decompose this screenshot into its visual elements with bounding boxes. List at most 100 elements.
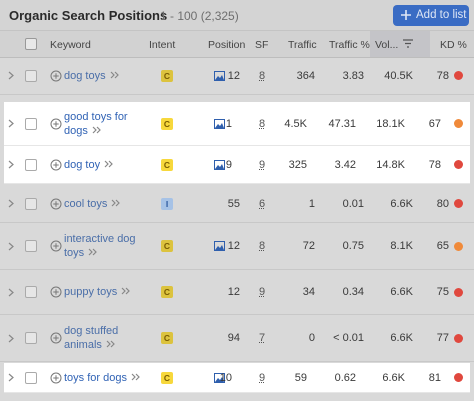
intent-cell: C bbox=[161, 223, 173, 269]
chevron-icon bbox=[8, 242, 14, 250]
checkbox-cell bbox=[25, 57, 37, 94]
keyword-text: dog toy bbox=[64, 158, 142, 172]
checkbox-cell bbox=[25, 315, 37, 361]
kd-indicator bbox=[454, 363, 463, 392]
sf-count[interactable]: 8 bbox=[259, 240, 266, 252]
table-row[interactable]: cool toys I 55 6 1 0.01 6.6K 80 bbox=[0, 185, 474, 223]
expand-chevron bbox=[8, 315, 14, 361]
serp-link-icon bbox=[121, 287, 131, 295]
table-row[interactable]: dog toy C 9 9 325 3.42 14.8K 78 bbox=[4, 146, 470, 184]
table-row[interactable]: good toys for dogs C 1 8 4.5K 47.31 18.1K 67 bbox=[4, 102, 470, 146]
table-row[interactable]: dog toys C 12 8 364 3.83 40.5K 78 bbox=[0, 57, 474, 95]
image-icon bbox=[214, 372, 225, 383]
plus-circle-icon bbox=[50, 70, 62, 81]
sf-count[interactable]: 8 bbox=[259, 117, 266, 130]
kd-dot bbox=[454, 373, 463, 382]
volume: 14.8K bbox=[376, 158, 405, 171]
keyword-link[interactable]: dog toy bbox=[64, 158, 101, 171]
position: 12 bbox=[227, 240, 240, 252]
button-label[interactable]: Add to list bbox=[416, 9, 467, 21]
sf-count[interactable]: 6 bbox=[259, 197, 266, 210]
serp-link-icon bbox=[131, 373, 140, 380]
sf-count[interactable]: 8 bbox=[259, 69, 266, 82]
traffic-percent: < 0.01 bbox=[333, 332, 364, 344]
keyword-text: puppy toys bbox=[64, 285, 142, 299]
position: 55 bbox=[227, 197, 240, 210]
row-checkbox[interactable] bbox=[25, 117, 37, 130]
kd-dot bbox=[454, 241, 463, 251]
sort-icon[interactable] bbox=[403, 39, 413, 48]
keyword-difficulty: 77 bbox=[436, 332, 449, 344]
keyword-cell: toys for dogs bbox=[64, 363, 146, 392]
row-checkbox[interactable] bbox=[25, 240, 37, 252]
traffic-percent: 3.42 bbox=[334, 158, 356, 171]
intent-badge: C bbox=[161, 332, 173, 344]
serp-feature-icon bbox=[214, 57, 225, 94]
kd-indicator bbox=[454, 185, 463, 222]
plus-circle-icon bbox=[50, 332, 62, 344]
volume: 18.1K bbox=[376, 117, 405, 130]
traffic: 364 bbox=[296, 69, 315, 82]
column-header-label: Traffic bbox=[288, 39, 317, 51]
row-checkbox[interactable] bbox=[25, 332, 37, 344]
plus-circle-icon bbox=[50, 159, 62, 170]
column-header-label: KD % bbox=[440, 39, 467, 51]
column-header-label: Vol... bbox=[375, 39, 399, 51]
keyword-link[interactable]: cool toys bbox=[64, 197, 108, 210]
checkbox-cell bbox=[25, 185, 37, 222]
keyword-link[interactable]: dog toys bbox=[64, 69, 106, 82]
column-header-label: Keyword bbox=[50, 39, 91, 51]
serp-feature-icon bbox=[214, 102, 225, 145]
traffic: 59 bbox=[294, 371, 307, 384]
keyword-text: cool toys bbox=[64, 197, 142, 211]
title: Organic Search Positions bbox=[9, 8, 168, 23]
traffic: 34 bbox=[302, 286, 315, 298]
row-checkbox[interactable] bbox=[25, 69, 37, 82]
traffic: 1 bbox=[308, 197, 315, 210]
keyword-text: dog stuffed animals bbox=[64, 324, 142, 352]
image-icon bbox=[214, 241, 225, 251]
keyword-cell: dog toys bbox=[64, 57, 146, 94]
kd-dot bbox=[454, 287, 463, 297]
add-to-list-button[interactable]: Add to list bbox=[393, 5, 469, 26]
sf-count[interactable]: 9 bbox=[259, 158, 266, 171]
add-keyword-icon bbox=[50, 223, 62, 269]
row-checkbox[interactable] bbox=[25, 371, 37, 384]
table-row[interactable]: dog stuffed animals C 94 7 0 < 0.01 6.6K 77 bbox=[0, 315, 474, 362]
add-keyword-icon bbox=[50, 57, 62, 94]
intent-badge: I bbox=[161, 197, 173, 210]
table-row[interactable]: interactive dog toys C 12 8 72 0.75 8.1K 65 bbox=[0, 223, 474, 270]
row-checkbox[interactable] bbox=[25, 197, 37, 210]
keyword-difficulty: 78 bbox=[428, 158, 441, 171]
kd-dot bbox=[454, 119, 463, 128]
intent-cell: C bbox=[161, 270, 173, 314]
position: 1 bbox=[225, 117, 232, 130]
keyword-link[interactable]: puppy toys bbox=[64, 286, 118, 298]
kd-indicator bbox=[454, 270, 463, 314]
keyword-link[interactable]: interactive dog toys bbox=[64, 233, 136, 259]
kd-dot bbox=[454, 160, 463, 169]
row-checkbox[interactable] bbox=[25, 286, 37, 298]
keyword-link[interactable]: dog stuffed animals bbox=[64, 325, 119, 351]
volume: 6.6K bbox=[390, 332, 413, 344]
sf-count[interactable]: 9 bbox=[259, 371, 266, 384]
expand-chevron bbox=[8, 223, 14, 269]
sf-count[interactable]: 9 bbox=[259, 286, 266, 298]
checkbox-cell bbox=[25, 270, 37, 314]
expand-chevron bbox=[8, 146, 14, 183]
keyword-link[interactable]: good toys for dogs bbox=[64, 110, 128, 137]
keyword-link[interactable]: toys for dogs bbox=[64, 371, 127, 384]
traffic: 4.5K bbox=[284, 117, 307, 130]
intent-cell: C bbox=[161, 315, 173, 361]
keyword-difficulty: 81 bbox=[428, 371, 441, 384]
table-row[interactable]: toys for dogs C 10 9 59 0.62 6.6K 81 bbox=[4, 363, 470, 393]
sf-count[interactable]: 7 bbox=[259, 332, 266, 344]
chevron-icon bbox=[8, 199, 14, 208]
kd-dot bbox=[454, 71, 463, 80]
row-checkbox[interactable] bbox=[25, 158, 37, 171]
chevron-icon bbox=[8, 119, 14, 128]
add-keyword-icon bbox=[50, 185, 62, 222]
table-row[interactable]: puppy toys C 12 9 34 0.34 6.6K 75 bbox=[0, 270, 474, 315]
select-all-checkbox[interactable] bbox=[25, 38, 37, 50]
intent-badge: C bbox=[161, 240, 173, 252]
